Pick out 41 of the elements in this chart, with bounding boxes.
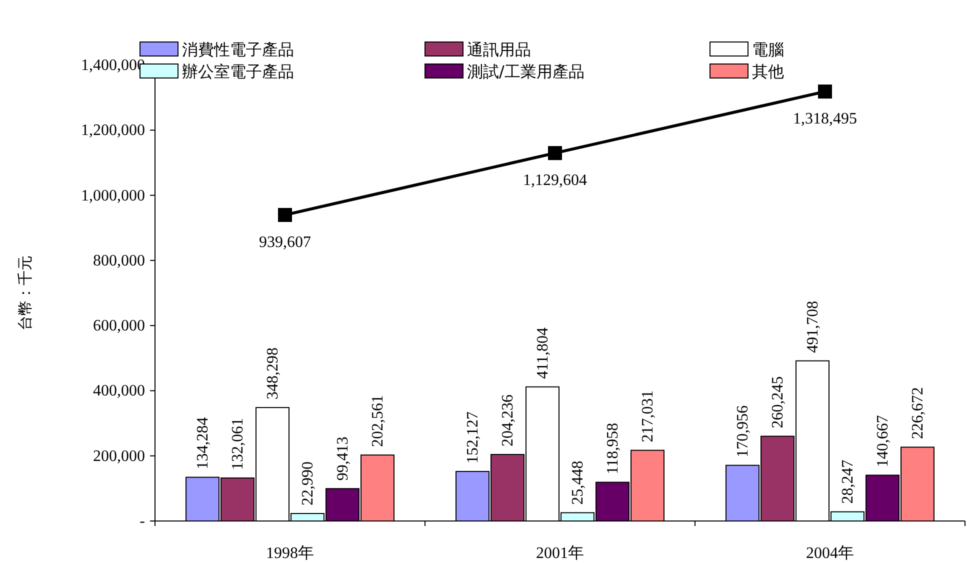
data-label: 260,245 bbox=[770, 376, 786, 428]
y-tick-label: 400,000 bbox=[93, 382, 145, 400]
x-tick-label: 2001年 bbox=[536, 545, 584, 562]
data-label: 226,672 bbox=[910, 387, 926, 440]
data-label: 204,236 bbox=[500, 394, 516, 446]
data-label: 202,561 bbox=[370, 395, 386, 448]
x-tick-label: 1998年 bbox=[266, 545, 314, 562]
data-label: 99,413 bbox=[334, 436, 352, 481]
data-label: 28,247 bbox=[840, 460, 856, 504]
y-tick-label: 1,200,000 bbox=[81, 122, 145, 140]
y-axis-title: 台幣：千元 bbox=[16, 256, 34, 330]
data-label: 152,127 bbox=[464, 411, 482, 464]
data-label: 134,284 bbox=[194, 417, 212, 470]
data-label: 491,708 bbox=[804, 300, 822, 353]
data-label: 132,061 bbox=[230, 418, 246, 470]
data-label: 348,298 bbox=[264, 348, 282, 400]
legend-label: 其他 bbox=[752, 62, 784, 81]
legend-label: 辦公室電子產品 bbox=[182, 62, 294, 81]
data-label: 170,956 bbox=[734, 405, 752, 458]
data-label: 1,318,495 bbox=[793, 110, 857, 128]
data-label: 411,804 bbox=[534, 327, 552, 379]
data-label: 25,448 bbox=[570, 460, 586, 505]
y-tick-label: 600,000 bbox=[93, 318, 145, 335]
legend-label: 電腦 bbox=[752, 40, 784, 59]
legend-label: 消費性電子產品 bbox=[182, 40, 294, 59]
data-label: 217,031 bbox=[640, 390, 656, 442]
legend-label: 通訊用品 bbox=[467, 40, 531, 59]
legend-label: 測試/工業用產品 bbox=[467, 62, 584, 81]
point bbox=[548, 146, 562, 160]
data-label: 140,667 bbox=[874, 415, 892, 468]
y-tick-label: 800,000 bbox=[93, 252, 145, 270]
data-label: 118,958 bbox=[604, 422, 622, 474]
point bbox=[278, 208, 292, 222]
data-label: 939,607 bbox=[259, 234, 311, 251]
y-tick-label: - bbox=[140, 513, 145, 530]
data-label: 22,990 bbox=[300, 462, 316, 506]
data-label: 1,129,604 bbox=[523, 172, 587, 190]
point bbox=[818, 84, 832, 99]
y-tick-label: 1,000,000 bbox=[81, 187, 145, 204]
y-tick-label: 200,000 bbox=[93, 448, 145, 465]
x-tick-label: 2004年 bbox=[806, 545, 854, 562]
